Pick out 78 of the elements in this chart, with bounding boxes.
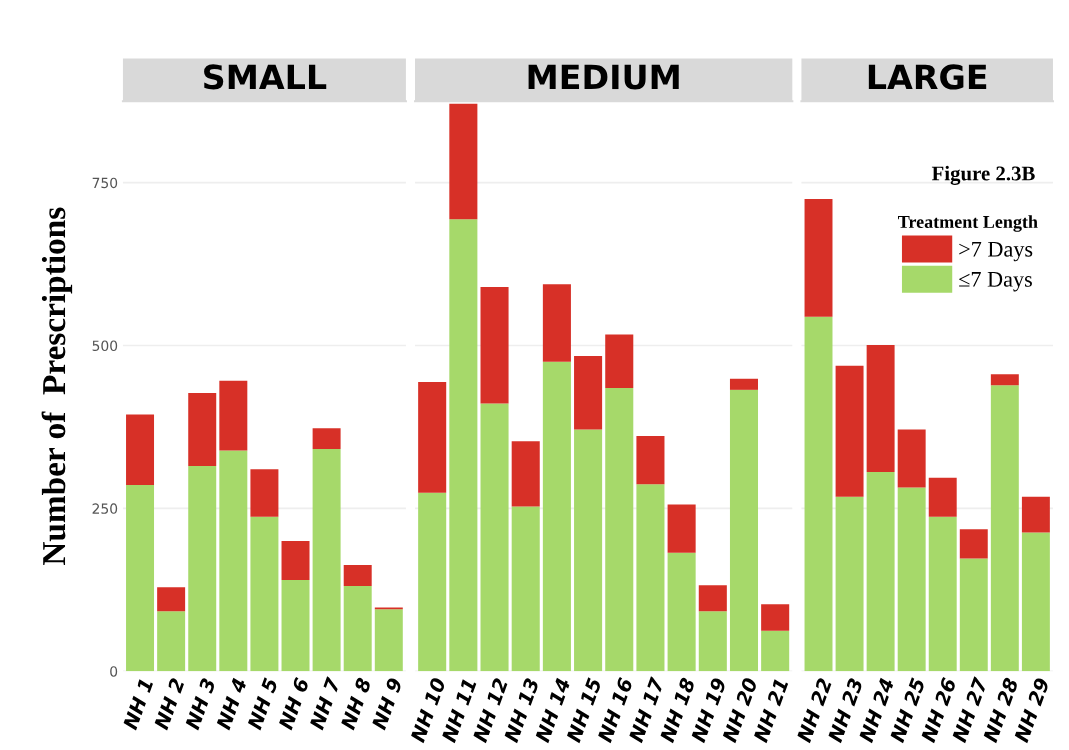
annotation: Figure 2.3B bbox=[931, 165, 1035, 185]
bar bbox=[698, 611, 727, 672]
bar bbox=[605, 334, 634, 388]
bar bbox=[188, 466, 217, 672]
bar bbox=[542, 361, 571, 672]
bar bbox=[761, 604, 790, 631]
bar bbox=[449, 219, 478, 672]
bar bbox=[281, 580, 310, 672]
x-tick-label: NH 9 bbox=[371, 677, 403, 731]
chart-title: SMALL bbox=[204, 64, 327, 90]
bar bbox=[990, 385, 1019, 672]
x-tick-label: NH 1 bbox=[122, 678, 154, 731]
y-tick-label: 0 bbox=[110, 666, 118, 677]
bar bbox=[157, 611, 186, 672]
bar bbox=[866, 344, 895, 472]
bar bbox=[928, 477, 957, 517]
bar bbox=[866, 471, 895, 672]
bar bbox=[636, 436, 665, 485]
y-tick-label: 750 bbox=[92, 177, 118, 189]
bar bbox=[835, 496, 864, 672]
bar bbox=[343, 585, 372, 672]
y-tick-label: 250 bbox=[92, 503, 118, 514]
bar bbox=[897, 487, 926, 672]
bar bbox=[418, 382, 447, 493]
y-tick-label: 500 bbox=[92, 340, 118, 352]
legend-title: Treatment Length bbox=[898, 215, 1038, 232]
bar bbox=[605, 387, 634, 672]
x-tick-label: NH 6 bbox=[277, 676, 310, 731]
bar bbox=[480, 286, 509, 404]
bar bbox=[574, 429, 603, 672]
bar bbox=[418, 492, 447, 672]
x-tick-label: NH 7 bbox=[309, 676, 341, 731]
bar bbox=[667, 552, 696, 672]
bar bbox=[928, 516, 957, 672]
bar bbox=[188, 393, 217, 467]
bar bbox=[667, 504, 696, 553]
bar bbox=[511, 506, 540, 672]
bar bbox=[574, 355, 603, 430]
bar bbox=[959, 529, 988, 559]
bar bbox=[542, 284, 571, 362]
bar bbox=[804, 316, 833, 672]
bar bbox=[761, 630, 790, 672]
bar bbox=[729, 378, 759, 390]
bar bbox=[636, 484, 665, 672]
chart-title: LARGE bbox=[868, 64, 987, 90]
bar bbox=[374, 609, 403, 672]
x-tick-label: NH 3 bbox=[184, 677, 216, 731]
bar bbox=[959, 558, 988, 672]
bar bbox=[250, 516, 279, 672]
bar bbox=[312, 428, 341, 450]
x-tick-label: NH 2 bbox=[153, 677, 185, 731]
bar bbox=[804, 198, 833, 317]
bar bbox=[1021, 532, 1050, 672]
bar bbox=[126, 414, 155, 485]
bar bbox=[250, 469, 279, 517]
x-tick-label: NH 4 bbox=[215, 677, 247, 731]
bar bbox=[480, 403, 509, 672]
bar bbox=[698, 585, 727, 612]
legend-label: >7 Days bbox=[959, 241, 1033, 262]
bar bbox=[835, 365, 864, 497]
bar bbox=[1021, 496, 1050, 533]
bar bbox=[729, 389, 759, 672]
bar bbox=[219, 450, 248, 672]
x-tick-label: NH 5 bbox=[247, 677, 279, 731]
bar bbox=[126, 484, 155, 672]
bar bbox=[511, 441, 540, 507]
bar bbox=[219, 380, 248, 451]
legend-label: ≤7 Days bbox=[959, 272, 1032, 292]
y-axis-title: Number of Prescriptions bbox=[41, 207, 73, 566]
x-tick-label: NH 8 bbox=[340, 676, 372, 731]
bar bbox=[990, 374, 1019, 386]
bar bbox=[449, 103, 478, 220]
bar bbox=[281, 540, 310, 581]
bar bbox=[343, 565, 372, 586]
chart-title: MEDIUM bbox=[528, 64, 679, 90]
bar bbox=[157, 587, 186, 612]
bar bbox=[897, 429, 926, 488]
bar bbox=[312, 449, 341, 672]
